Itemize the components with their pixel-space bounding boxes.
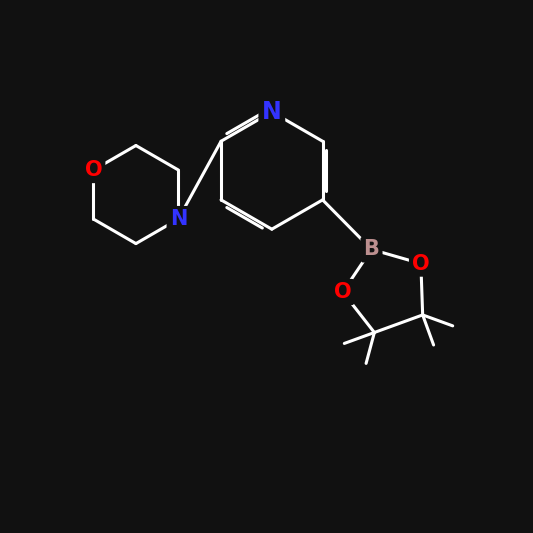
Text: B: B bbox=[364, 239, 379, 260]
Text: N: N bbox=[169, 209, 187, 229]
Text: O: O bbox=[85, 160, 102, 180]
Text: O: O bbox=[412, 254, 430, 273]
Text: O: O bbox=[334, 282, 352, 302]
Text: N: N bbox=[262, 100, 282, 124]
